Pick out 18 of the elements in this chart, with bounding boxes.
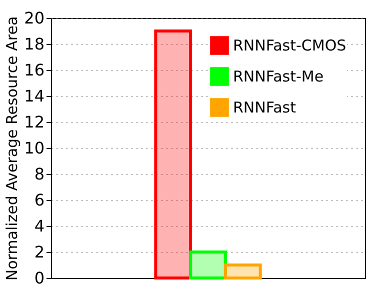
y-tick-label: 8 — [34, 164, 44, 184]
legend-label: RNNFast — [233, 98, 296, 116]
y-tick-label: 18 — [24, 34, 44, 54]
y-tick-label: 16 — [24, 60, 44, 80]
legend-label: RNNFast-CMOS — [233, 36, 346, 54]
bar — [189, 250, 227, 280]
legend-label: RNNFast-Me — [233, 68, 324, 86]
bar — [224, 264, 262, 280]
y-axis-title: Normalized Average Resource Area — [3, 16, 22, 281]
y-tick-label: 14 — [24, 86, 44, 106]
y-tick-label: 20 — [24, 8, 44, 28]
y-tick-label: 4 — [34, 216, 44, 236]
y-tick-label: 0 — [34, 268, 44, 288]
y-tick-label: 6 — [34, 190, 44, 210]
y-tick-label: 12 — [24, 112, 44, 132]
bar — [154, 30, 192, 280]
y-tick-label: 2 — [34, 242, 44, 262]
y-tick-label: 10 — [24, 138, 44, 158]
